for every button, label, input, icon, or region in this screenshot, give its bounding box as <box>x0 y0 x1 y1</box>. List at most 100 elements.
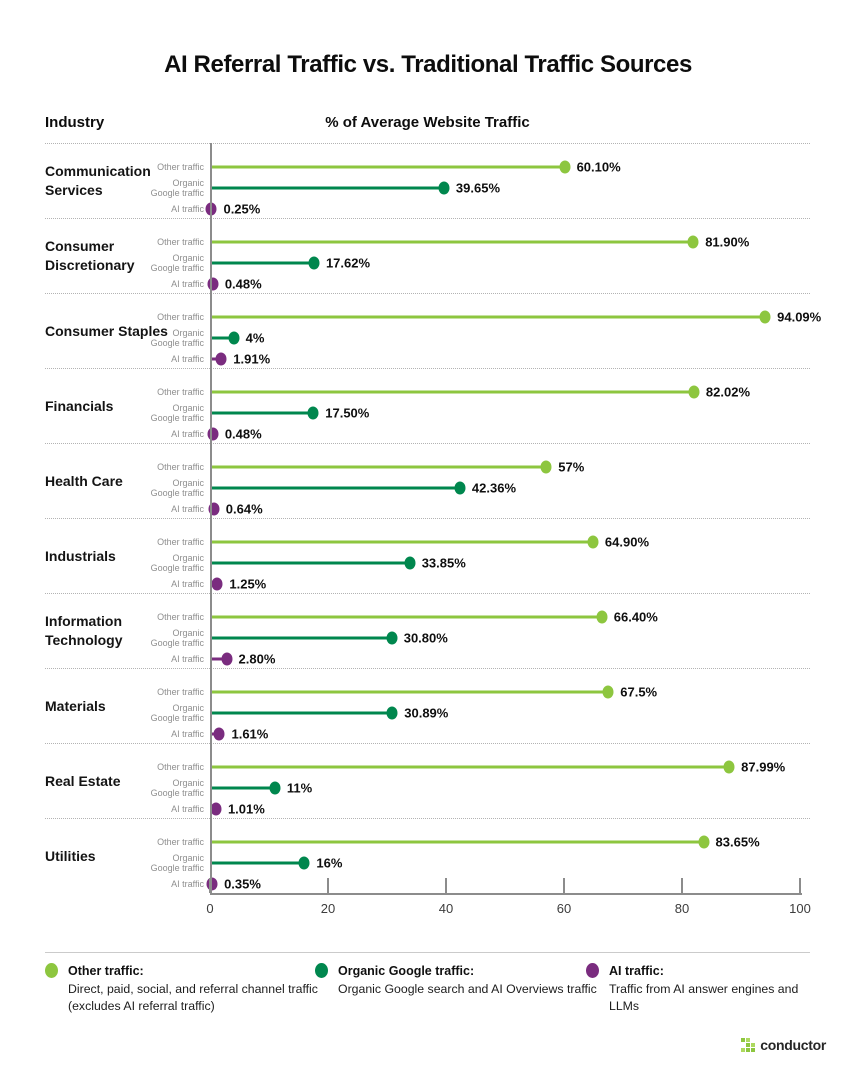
column-headers: Industry % of Average Website Traffic <box>45 114 810 134</box>
group-rows: Other traffic 64.90% Organic Google traffic… <box>45 531 810 594</box>
lollipop-row: Other traffic 57% <box>45 456 810 477</box>
lollipop-row: Other traffic 66.40% <box>45 606 810 627</box>
lollipop-dot <box>221 652 233 665</box>
legend-description-line: (excludes AI referral traffic) <box>68 999 215 1013</box>
value-label: 17.50% <box>325 405 370 420</box>
series-row-label: Other traffic <box>157 461 204 472</box>
lollipop-row: Organic Google traffic 30.89% <box>45 702 810 723</box>
value-label: 64.90% <box>604 534 649 549</box>
x-axis-tick-label: 60 <box>556 901 572 916</box>
lollipop-row: AI traffic 0.35% <box>45 873 810 894</box>
industry-group: Utilities Other traffic 83.65% Organic Googl… <box>45 818 810 893</box>
value-label: 0.48% <box>224 426 262 441</box>
lollipop-dot <box>438 181 450 194</box>
conductor-logo: conductor <box>741 1037 826 1053</box>
series-row-label: AI traffic <box>171 803 204 814</box>
value-label: 0.25% <box>223 201 261 216</box>
lollipop-row: AI traffic 1.01% <box>45 798 810 819</box>
value-label: 1.01% <box>227 801 265 816</box>
series-row-label: AI traffic <box>171 728 204 739</box>
lollipop-dot <box>688 385 700 398</box>
series-row-label: Organic Google traffic <box>150 402 204 423</box>
value-label: 66.40% <box>613 609 658 624</box>
series-row-label: AI traffic <box>171 878 204 889</box>
lollipop-dot <box>404 556 416 569</box>
industry-label: Industrials <box>45 547 116 564</box>
group-rows: Other traffic 66.40% Organic Google traffic… <box>45 606 810 669</box>
lollipop-stem <box>210 390 694 393</box>
lollipop-row: Other traffic 64.90% <box>45 531 810 552</box>
series-row-label: Other traffic <box>157 386 204 397</box>
lollipop-row: Other traffic 67.5% <box>45 681 810 702</box>
lollipop-row: AI traffic 1.61% <box>45 723 810 744</box>
lollipop-stem <box>210 165 565 168</box>
lollipop-row: AI traffic 0.48% <box>45 273 810 294</box>
series-row-label: Organic Google traffic <box>150 552 204 573</box>
industry-group: Materials Other traffic 67.5% Organic Google… <box>45 668 810 743</box>
series-row-label: AI traffic <box>171 428 204 439</box>
x-axis-tick <box>563 878 565 893</box>
lollipop-stem <box>210 786 275 789</box>
x-axis-tick-label: 80 <box>674 901 690 916</box>
lollipop-dot <box>208 502 220 515</box>
organic-google-traffic-dot-icon <box>315 963 328 978</box>
lollipop-chart: Communication Services Other traffic 60.10… <box>45 143 822 933</box>
series-row-label: Organic Google traffic <box>150 252 204 273</box>
x-axis-tick <box>209 878 211 893</box>
x-axis-tick <box>327 878 329 893</box>
lollipop-dot <box>207 427 219 440</box>
value-label: 82.02% <box>705 384 750 399</box>
group-rows: Other traffic 94.09% Organic Google traffic… <box>45 306 822 369</box>
industry-group: Consumer Staples Other traffic 94.09% Organ… <box>45 293 822 369</box>
lollipop-stem <box>210 540 593 543</box>
value-label: 0.48% <box>224 276 262 291</box>
x-axis-line <box>210 893 802 895</box>
lollipop-dot <box>228 331 240 344</box>
x-axis-tick-label: 20 <box>320 901 336 916</box>
series-row-label: Other traffic <box>157 161 204 172</box>
lollipop-dot <box>269 781 281 794</box>
value-label: 57% <box>558 459 585 474</box>
lollipop-row: Organic Google traffic 17.62% <box>45 252 810 273</box>
x-axis-tick-label: 40 <box>438 901 454 916</box>
lollipop-stem <box>210 465 547 468</box>
lollipop-stem <box>210 315 766 318</box>
lollipop-row: Organic Google traffic 30.80% <box>45 627 810 648</box>
industry-group: Real Estate Other traffic 87.99% Organic Goo… <box>45 743 810 818</box>
series-row-label: AI traffic <box>171 278 204 289</box>
x-axis-tick <box>681 878 683 893</box>
industry-group: Information Technology Other traffic 66.40… <box>45 593 810 668</box>
industry-group: Financials Other traffic 82.02% Organic Goog… <box>45 368 810 443</box>
lollipop-dot <box>206 877 218 890</box>
lollipop-row: Other traffic 82.02% <box>45 381 810 402</box>
series-row-label: Organic Google traffic <box>150 177 204 198</box>
value-label: 1.25% <box>229 576 267 591</box>
lollipop-dot <box>698 835 710 848</box>
lollipop-dot <box>723 760 735 773</box>
lollipop-stem <box>210 657 227 660</box>
value-label: 30.89% <box>404 705 449 720</box>
lollipop-stem <box>210 561 410 564</box>
industry-group: Industrials Other traffic 64.90% Organic Goo… <box>45 518 810 593</box>
series-row-label: Organic Google traffic <box>150 702 204 723</box>
series-row-label: Organic Google traffic <box>150 852 204 873</box>
series-row-label: Other traffic <box>157 611 204 622</box>
lollipop-stem <box>210 861 305 864</box>
lollipop-dot <box>386 706 398 719</box>
value-label: 83.65% <box>715 834 760 849</box>
industry-group: Communication Services Other traffic 60.10… <box>45 143 810 218</box>
x-axis-tick-label: 100 <box>789 901 811 916</box>
value-column-header: % of Average Website Traffic <box>325 114 530 131</box>
series-row-label: Organic Google traffic <box>150 777 204 798</box>
legend-title: Other traffic: <box>68 963 144 978</box>
series-row-label: Other traffic <box>157 836 204 847</box>
industry-label: Consumer Staples <box>45 322 168 339</box>
value-label: 42.36% <box>471 480 517 495</box>
series-row-label: AI traffic <box>171 578 204 589</box>
lollipop-row: Organic Google traffic 17.50% <box>45 402 810 423</box>
lollipop-dot <box>213 727 225 740</box>
chart-title: AI Referral Traffic vs. Traditional Traf… <box>164 51 692 78</box>
lollipop-dot <box>559 160 571 173</box>
lollipop-stem <box>210 840 704 843</box>
series-row-label: Other traffic <box>157 311 204 322</box>
